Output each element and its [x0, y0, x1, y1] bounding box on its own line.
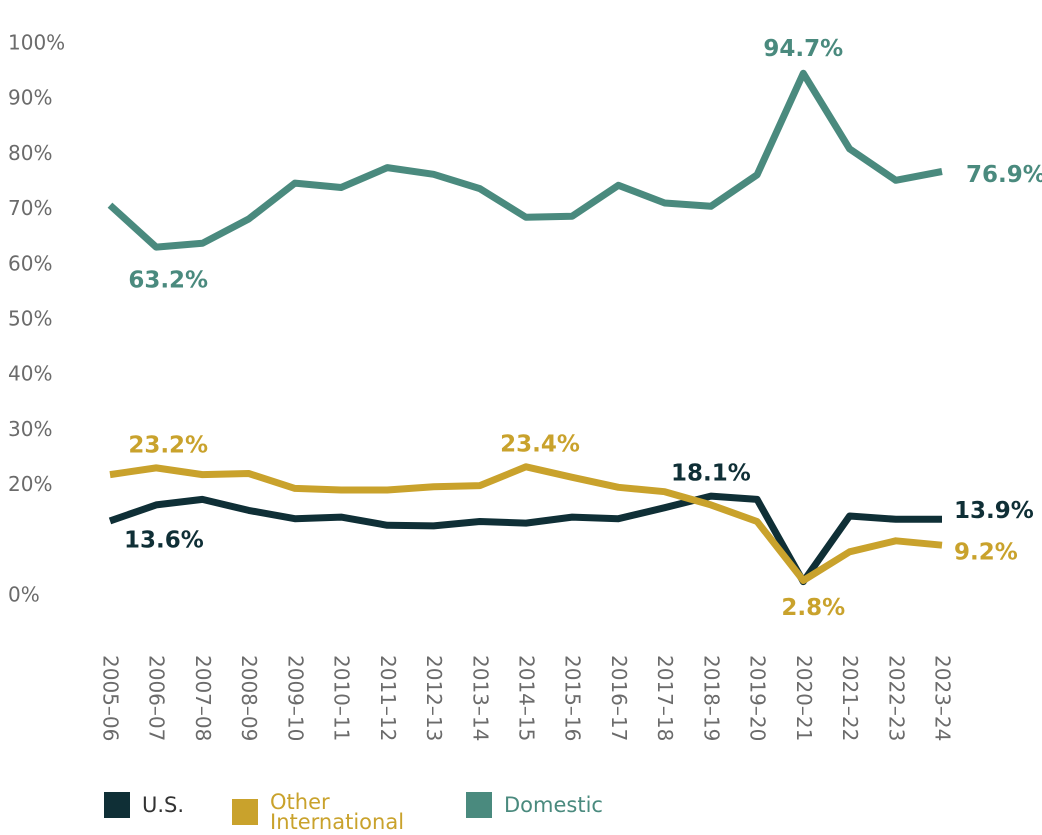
chart: 0% 20% 30% 40% 50% 60% 70% 80% 90% 100% 2005–06 200… [8, 31, 1042, 742]
legend-swatch [466, 792, 492, 818]
legend-item: Domestic [466, 792, 666, 818]
x-tick-label: 2014–15 [515, 655, 539, 741]
x-tick-label: 2007–08 [191, 655, 215, 741]
y-tick-label: 50% [8, 307, 52, 331]
legend-swatch [232, 799, 258, 825]
data-label: 18.1% [671, 461, 751, 487]
legend-item: Other International [232, 790, 412, 834]
x-tick-label: 2021–22 [838, 655, 862, 741]
x-tick-label: 2005–06 [99, 655, 123, 741]
x-tick-label: 2013–14 [468, 655, 492, 741]
x-tick-label: 2008–09 [237, 655, 261, 741]
x-tick-label: 2009–10 [283, 655, 307, 741]
series-line [109, 463, 943, 584]
y-tick-label: 30% [8, 417, 52, 441]
data-label: 2.8% [781, 595, 845, 621]
x-tick-label: 2015–16 [561, 655, 585, 741]
x-tick-label: 2023–24 [931, 655, 955, 741]
legend-swatch [104, 792, 130, 818]
x-tick-label: 2020–21 [792, 655, 816, 741]
legend-item: U.S. [104, 792, 244, 818]
data-label: 63.2% [128, 268, 208, 294]
x-tick-label: 2006–07 [145, 655, 169, 741]
data-label: 9.2% [954, 540, 1018, 566]
y-tick-label: 80% [8, 141, 52, 165]
y-tick-label: 40% [8, 362, 52, 386]
data-label: 13.6% [124, 527, 204, 553]
legend-label: Other International [270, 790, 405, 834]
legend-label: U.S. [142, 793, 185, 817]
x-tick-label: 2017–18 [653, 655, 677, 741]
y-tick-label: 70% [8, 196, 52, 220]
y-tick-label: 0% [8, 583, 40, 607]
y-tick-label: 100% [8, 31, 65, 55]
y-tick-label: 60% [8, 251, 52, 275]
x-tick-label: 2022–23 [884, 655, 908, 741]
series-line [107, 69, 943, 251]
y-tick-label: 90% [8, 86, 52, 110]
data-label: 23.2% [128, 432, 208, 458]
data-label: 23.4% [500, 431, 580, 457]
x-tick-label: 2016–17 [607, 655, 631, 741]
x-tick-label: 2012–13 [422, 655, 446, 741]
data-label: 13.9% [954, 498, 1034, 524]
x-tick-label: 2011–12 [376, 655, 400, 741]
y-tick-label: 20% [8, 472, 52, 496]
data-label: 94.7% [763, 36, 843, 62]
legend-label: Domestic [504, 793, 603, 817]
x-tick-label: 2018–19 [699, 655, 723, 741]
x-tick-label: 2019–20 [746, 655, 770, 741]
data-label: 76.9% [966, 162, 1042, 188]
x-tick-label: 2010–11 [330, 655, 354, 741]
